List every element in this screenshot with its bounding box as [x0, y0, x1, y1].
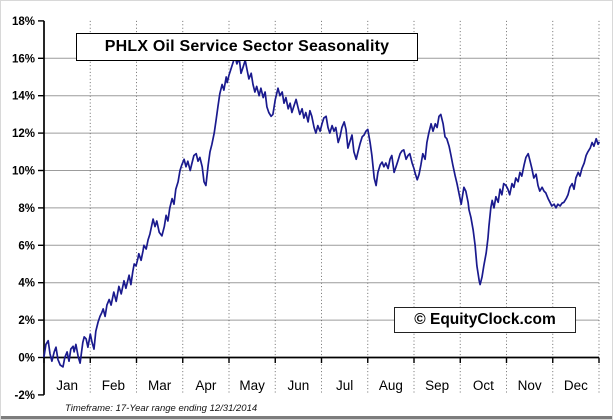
timeframe-footnote: Timeframe: 17-Year range ending 12/31/20… — [65, 403, 258, 414]
month-label: Nov — [518, 378, 542, 393]
x-axis-month-labels: Jan Feb Mar Apr May Jun Jul Aug Sep Oct Nov Dec — [56, 378, 588, 393]
chart-title: PHLX Oil Service Sector Seasonality — [104, 38, 390, 55]
y-tick-label: 6% — [18, 240, 35, 252]
y-tick-label: 0% — [18, 353, 35, 365]
month-label: Dec — [564, 378, 588, 393]
y-tick-label: 10% — [12, 166, 35, 178]
month-label: Jun — [287, 378, 309, 393]
month-label: May — [239, 378, 265, 393]
seasonality-line-series — [43, 55, 600, 368]
y-tick-label: 2% — [18, 315, 35, 327]
bottom-border-bar — [1, 416, 612, 419]
month-label: Jan — [56, 378, 78, 393]
month-label: Oct — [473, 378, 494, 393]
y-tick-label: 18% — [12, 16, 35, 28]
month-boundary-gridlines — [89, 20, 600, 395]
month-label: Mar — [148, 378, 172, 393]
chart-title-box: PHLX Oil Service Sector Seasonality — [76, 33, 418, 61]
y-tick-label: 4% — [18, 278, 35, 290]
axes — [38, 20, 600, 396]
y-tick-label: 14% — [12, 91, 35, 103]
month-label: Aug — [379, 378, 403, 393]
y-tick-label: -2% — [15, 390, 35, 402]
y-axis-labels: 18% 16% 14% 12% 10% 8% 6% 4% 2% 0% -2% — [12, 16, 35, 402]
y-tick-label: 12% — [12, 128, 35, 140]
month-label: Sep — [425, 378, 449, 393]
y-tick-label: 8% — [18, 203, 35, 215]
month-label: Jul — [336, 378, 353, 393]
month-label: Apr — [195, 378, 217, 393]
y-tick-label: 16% — [12, 53, 35, 65]
month-label: Feb — [102, 378, 125, 393]
equityclock-watermark: © EquityClock.com — [414, 311, 556, 328]
seasonality-line — [43, 55, 600, 368]
equityclock-watermark-box: © EquityClock.com — [394, 307, 576, 333]
